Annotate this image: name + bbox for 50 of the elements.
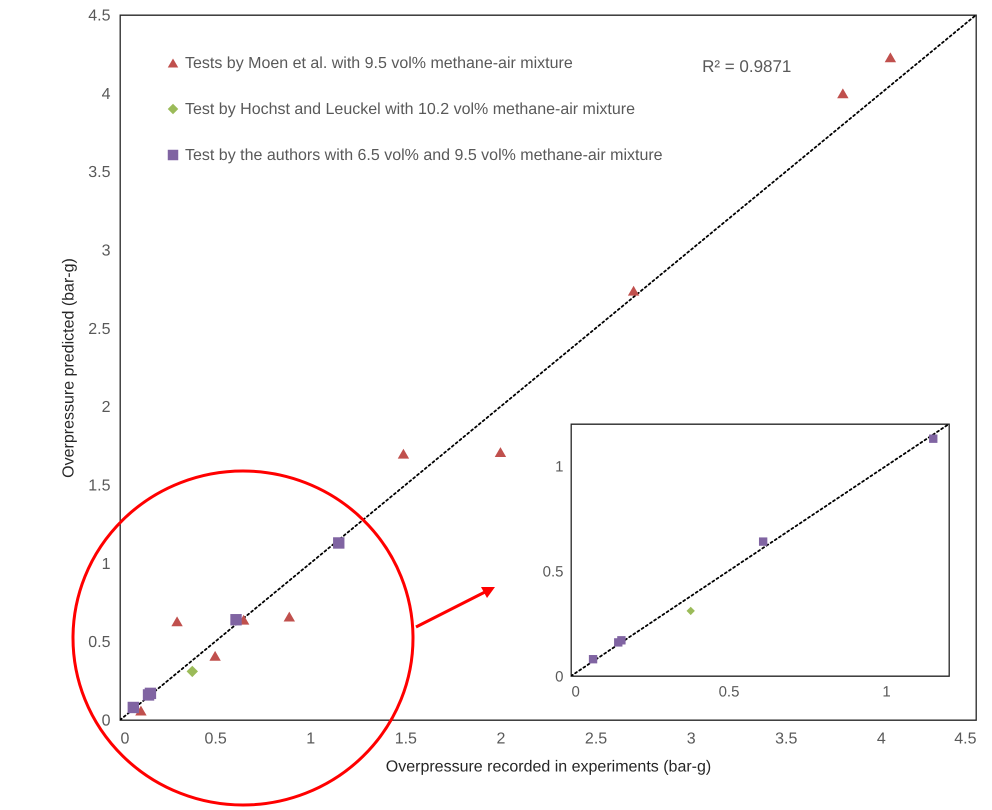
legend-label: Test by the authors with 6.5 vol% and 9.5 vol% methane-air mixture xyxy=(185,147,663,164)
point xyxy=(758,537,768,546)
point xyxy=(230,614,242,626)
y-tick-label: 0.5 xyxy=(542,564,564,580)
x-tick-label: 0.5 xyxy=(204,730,227,748)
point xyxy=(135,706,147,716)
x-tick-label: 4.5 xyxy=(954,730,977,748)
x-tick-label: 3 xyxy=(686,730,696,748)
y-tick-label: 0.5 xyxy=(88,634,111,652)
y-tick-label: 1 xyxy=(555,458,564,476)
y-tick-label: 2 xyxy=(102,399,111,416)
point xyxy=(186,666,198,678)
x-tick-label: 4 xyxy=(876,730,886,748)
y-tick-label: 1.5 xyxy=(88,478,111,494)
y-tick-label: 4 xyxy=(102,86,111,103)
y-tick-label: 2.5 xyxy=(88,320,111,338)
x-tick-label: 0 xyxy=(120,730,130,748)
x-tick-label: 1 xyxy=(882,684,891,700)
x-axis-title: Overpressure recorded in experiments (bar-g) xyxy=(386,758,712,776)
y-tick-label: 0 xyxy=(102,712,111,730)
x-tick-label: 2 xyxy=(496,730,506,748)
point xyxy=(128,702,140,714)
y-axis-title: Overpressure predicted (bar-g) xyxy=(60,258,78,478)
x-tick-label: 1 xyxy=(306,730,316,748)
x-tick-label: 0.5 xyxy=(718,684,740,700)
legend-label: Test by Hochst and Leuckel with 10.2 vol% methane-air mixture xyxy=(185,101,636,118)
x-tick-label: 1.5 xyxy=(394,730,418,748)
point xyxy=(284,612,295,622)
x-tick-label: 3.5 xyxy=(775,730,798,748)
point xyxy=(686,606,695,616)
point xyxy=(884,52,896,62)
y-tick-label: 3 xyxy=(102,242,111,260)
legend-label: Tests by Moen et al. with 9.5 vol% methane-air mixture xyxy=(185,55,573,72)
x-tick-label: 2.5 xyxy=(584,730,608,748)
y-tick-label: 4.5 xyxy=(88,8,111,24)
point xyxy=(588,655,598,664)
annotation: R² = 0.9871 xyxy=(702,57,792,76)
point xyxy=(628,286,640,296)
x-tick-label: 0 xyxy=(572,684,580,700)
point xyxy=(617,636,626,644)
y-tick-label: 3.5 xyxy=(88,164,111,182)
point xyxy=(494,447,506,458)
point xyxy=(171,616,183,626)
y-tick-label: 0 xyxy=(555,668,564,686)
y-tick-label: 1 xyxy=(102,556,111,573)
point xyxy=(929,434,938,443)
point xyxy=(209,650,221,661)
point xyxy=(333,537,344,549)
point xyxy=(837,88,849,98)
point xyxy=(398,448,410,459)
